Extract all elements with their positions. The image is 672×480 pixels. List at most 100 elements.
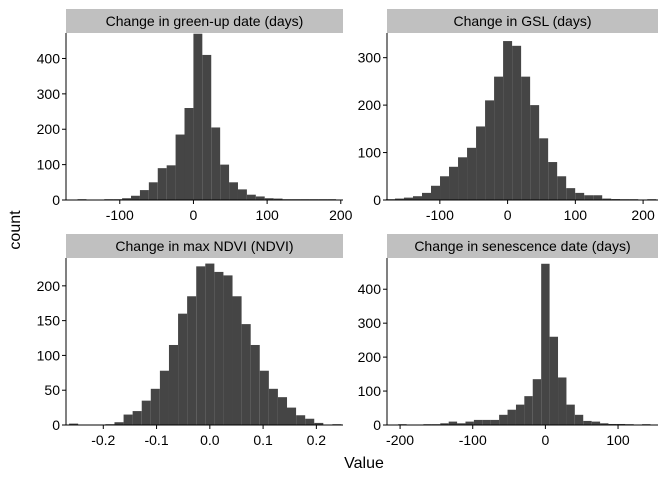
y-tick-label: 300 [358,50,382,66]
x-tick-label: 100 [255,207,279,223]
histogram-bar [394,198,404,200]
histogram-bar [412,196,422,200]
histogram-bar [539,138,549,200]
histogram-bar [211,127,221,200]
histogram-bar [503,41,513,201]
histogram-bar [69,423,79,425]
facet-strip [387,234,658,258]
y-tick-label: 200 [358,97,382,113]
x-tick-label: 100 [564,207,588,223]
y-tick-label: 200 [37,121,61,137]
histogram-bar [530,105,540,200]
x-tick-label: 0.1 [253,432,273,448]
y-tick-label: 50 [44,382,60,398]
x-tick-label: 200 [631,207,655,223]
histogram-bar [123,414,133,425]
histogram-bar [175,134,185,200]
histogram-bar [246,194,256,200]
y-tick-label: 0 [52,417,60,433]
histogram-bar [255,196,265,200]
histogram-bar [575,192,585,200]
histogram-bar [150,388,160,425]
histogram-bar [490,419,500,425]
histogram-bar [457,423,466,425]
x-axis-label: Value [344,455,384,472]
histogram-bar [166,165,176,200]
x-tick-label: -100 [426,207,454,223]
histogram-bar [287,407,297,425]
facet-strip [66,234,343,258]
histogram-bar [193,33,203,200]
panel-2: Change in GSL (days) 0 100 200 300 -100 0 100 20… [358,9,658,223]
facet-title: Change in green-up date (days) [106,13,304,29]
histogram-bar [196,266,206,425]
y-tick-label: 200 [358,349,382,365]
x-tick-label: -100 [106,207,134,223]
histogram-bar [148,182,158,200]
x-tick-label: 0 [541,432,549,448]
histogram-bar [591,421,601,425]
histogram-bar [584,195,594,200]
histogram-bar [296,415,306,425]
panel-4: Change in senescence date (days) 0 100 200 3… [358,234,658,448]
histogram-bar [549,336,559,425]
histogram-bar [524,396,533,425]
x-tick-label: 0 [190,207,198,223]
histogram-bar [574,414,584,425]
histogram-bar [593,195,603,200]
panel-3: Change in max NDVI (NDVI) 0 50 100 150 200 -0.… [37,234,343,448]
histogram-bar [178,313,188,425]
y-tick-label: 0 [373,192,381,208]
histogram-bar [139,190,149,200]
histogram-bar [440,176,450,200]
histogram-bar [250,344,260,425]
y-tick-label: 400 [358,281,382,297]
x-tick-label: 200 [329,207,353,223]
histogram-bar [273,198,283,200]
histogram-bar [168,344,179,425]
histogram-bar [187,296,197,425]
histogram-bar [132,411,142,425]
y-tick-label: 100 [37,157,61,173]
histogram-bar [122,198,132,200]
histogram-bar [566,188,576,200]
histogram-bar [214,271,224,425]
histogram-bar [557,176,567,200]
facet-strip [66,9,343,33]
histogram-bar [184,108,194,200]
x-tick-label: 0.2 [307,432,327,448]
y-tick-label: 100 [37,347,61,363]
x-tick-label: 0 [504,207,512,223]
facet-title: Change in senescence date (days) [414,238,630,254]
histogram-bar [476,126,486,200]
y-axis-label: count [7,210,24,250]
y-tick-label: 100 [358,383,382,399]
histogram-bar [314,422,324,425]
histogram-bar [485,100,495,200]
histogram-bar [515,404,525,425]
histogram-bar [616,423,626,425]
y-tick-label: 300 [37,86,61,102]
x-tick-label: -0.1 [144,432,168,448]
histogram-bar [202,54,212,201]
histogram-bar [131,195,140,200]
facet-strip [387,9,658,33]
histogram-bar [465,421,474,425]
histogram-bar [237,189,247,200]
histogram-bar [421,192,432,200]
histogram-bar [532,379,542,425]
histogram-bar [494,76,504,200]
histogram-bar [305,418,315,425]
histogram-bar [220,164,230,200]
histogram-bar [229,182,238,200]
histogram-bar [277,397,288,425]
histogram-bar [600,423,609,425]
y-tick-label: 0 [52,192,60,208]
histogram-bar [548,162,558,200]
histogram-bar [602,198,612,200]
histogram-bar [482,419,491,425]
histogram-bar [458,157,468,200]
histogram-bar [608,423,617,425]
histogram-bar [241,324,251,425]
y-tick-label: 300 [358,315,382,331]
